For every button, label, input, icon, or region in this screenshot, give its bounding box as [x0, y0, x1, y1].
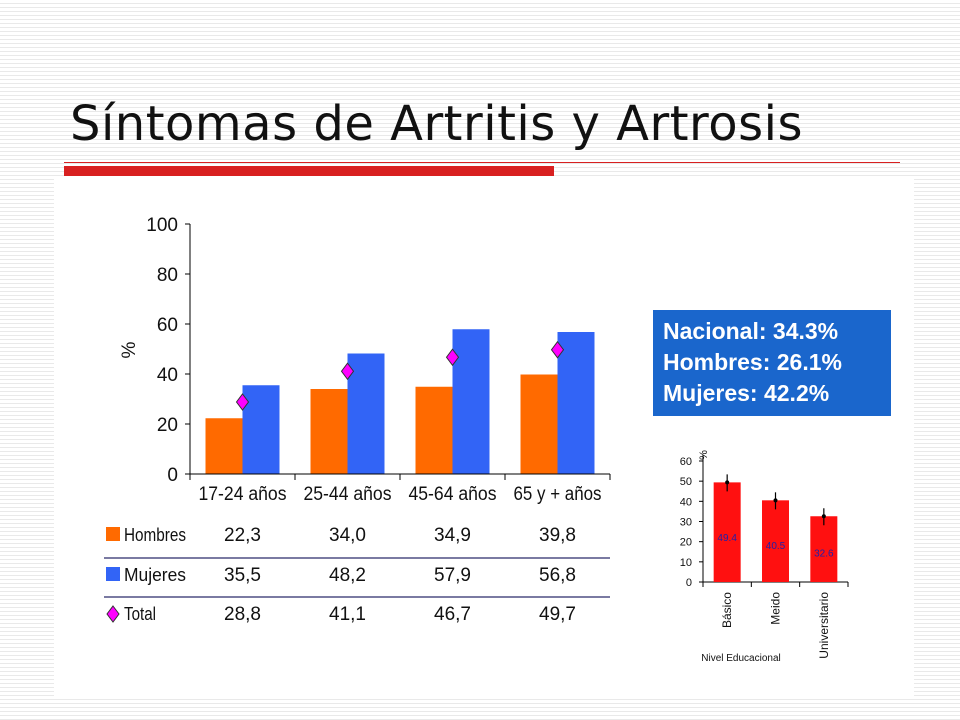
- small-y-axis-label: %: [698, 450, 710, 460]
- small-y-tick-label: 60: [680, 456, 692, 468]
- marker-total: [340, 362, 355, 381]
- small-x-tick-label: Meido: [769, 592, 783, 625]
- main-x-tick-label: 45-64 años: [409, 484, 497, 505]
- main-y-tick-label: 60: [157, 315, 178, 336]
- summary-nacional: Nacional: 34.3%: [663, 318, 839, 344]
- main-x-tick-label: 65 y + años: [514, 484, 602, 505]
- table-value: 48,2: [329, 565, 366, 586]
- main-y-axis-label: %: [119, 341, 140, 358]
- bar-mujeres: [557, 332, 595, 474]
- marker-total: [445, 348, 460, 367]
- main-y-tick-label: 80: [157, 265, 178, 286]
- table-value: 34,0: [329, 525, 366, 546]
- main-y-tick-label: 0: [167, 465, 178, 486]
- bar-hombres: [415, 386, 453, 474]
- small-y-tick-label: 0: [686, 577, 692, 589]
- bar-hombres: [520, 374, 558, 474]
- summary-hombres: Hombres: 26.1%: [663, 349, 842, 375]
- table-value: 56,8: [539, 565, 576, 586]
- summary-mujeres: Mujeres: 42.2%: [663, 380, 830, 406]
- small-error-point: [725, 480, 730, 485]
- table-value: 28,8: [224, 604, 261, 625]
- small-value-label: 49.4: [717, 533, 737, 544]
- small-bar: [713, 482, 741, 582]
- table-value: 34,9: [434, 525, 471, 546]
- small-bar: [810, 516, 838, 582]
- marker-total: [550, 340, 565, 359]
- small-y-tick-label: 40: [680, 496, 692, 508]
- legend-swatch-mujeres: [106, 567, 120, 581]
- small-y-tick-label: 30: [680, 517, 692, 529]
- table-value: 41,1: [329, 604, 366, 625]
- bar-mujeres: [347, 353, 385, 474]
- marker-total: [235, 393, 250, 411]
- slide-title: Síntomas de Artritis y Artrosis: [70, 96, 803, 152]
- summary-box: Nacional: 34.3% Hombres: 26.1% Mujeres: …: [653, 310, 891, 416]
- title-rule-thin: [64, 162, 900, 163]
- main-x-tick-label: 17-24 años: [199, 484, 287, 505]
- main-y-tick-label: 40: [157, 365, 178, 386]
- small-bar: [762, 500, 789, 582]
- legend-label: Mujeres: [124, 565, 186, 585]
- small-error-point: [773, 498, 778, 503]
- table-value: 39,8: [539, 525, 576, 546]
- bar-hombres: [205, 418, 243, 474]
- small-x-tick-label: Universitario: [817, 592, 831, 659]
- small-x-axis-label: Nivel Educacional: [701, 653, 781, 664]
- table-value: 35,5: [224, 565, 261, 586]
- table-value: 46,7: [434, 604, 471, 625]
- legend-label: Total: [124, 604, 156, 624]
- small-value-label: 32.6: [814, 548, 834, 559]
- legend-swatch-total: [106, 605, 120, 623]
- main-x-tick-label: 25-44 años: [304, 484, 392, 505]
- small-x-tick-label: Básico: [720, 592, 734, 628]
- small-y-tick-label: 20: [680, 537, 692, 549]
- main-y-tick-label: 20: [157, 415, 178, 436]
- small-y-tick-label: 10: [680, 557, 692, 569]
- small-y-tick-label: 50: [680, 476, 692, 488]
- bar-mujeres: [242, 385, 280, 474]
- legend-swatch-hombres: [106, 527, 120, 541]
- bar-hombres: [310, 389, 348, 474]
- table-value: 49,7: [539, 604, 576, 625]
- main-y-tick-label: 100: [146, 215, 178, 236]
- small-error-point: [821, 514, 826, 519]
- table-value: 57,9: [434, 565, 471, 586]
- legend-label: Hombres: [124, 525, 186, 545]
- table-value: 22,3: [224, 525, 261, 546]
- bar-mujeres: [452, 329, 490, 474]
- title-rule-thick: [64, 166, 554, 176]
- small-value-label: 40.5: [766, 541, 786, 552]
